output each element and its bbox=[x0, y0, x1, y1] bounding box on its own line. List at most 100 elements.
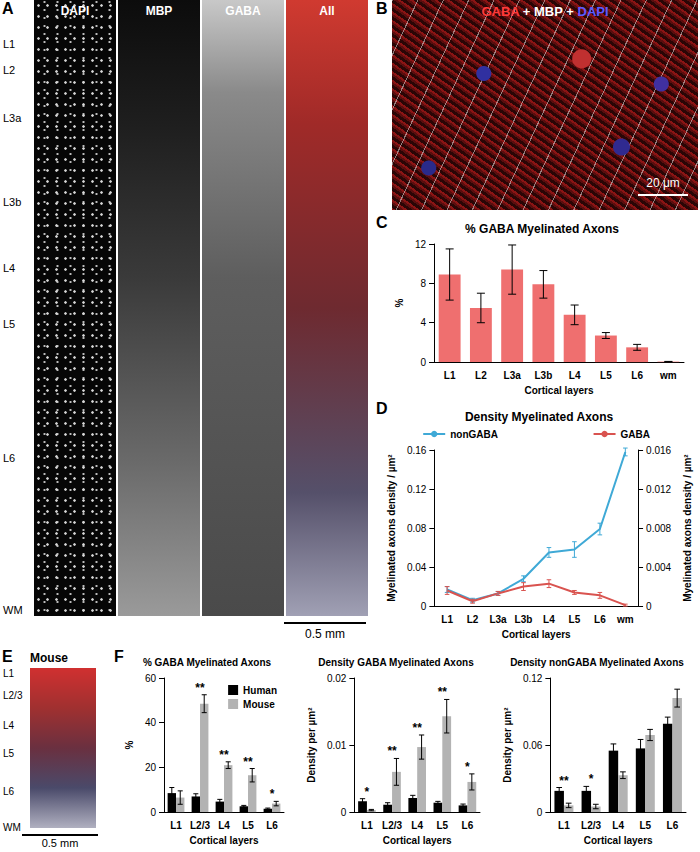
svg-text:0.04: 0.04 bbox=[407, 562, 427, 573]
svg-text:L2: L2 bbox=[475, 370, 487, 381]
svg-text:8: 8 bbox=[420, 278, 426, 289]
svg-text:0.16: 0.16 bbox=[407, 445, 427, 456]
svg-text:*: * bbox=[365, 785, 370, 799]
svg-text:Cortical layers: Cortical layers bbox=[383, 835, 452, 846]
svg-text:wm: wm bbox=[659, 370, 677, 381]
svg-text:Human: Human bbox=[243, 685, 277, 696]
svg-text:Density GABA Myelinated Axons: Density GABA Myelinated Axons bbox=[318, 657, 474, 668]
svg-text:L5: L5 bbox=[436, 820, 448, 831]
svg-text:L1: L1 bbox=[558, 820, 570, 831]
svg-text:L2/3: L2/3 bbox=[581, 820, 601, 831]
svg-text:0.12: 0.12 bbox=[523, 673, 543, 684]
svg-text:L4: L4 bbox=[218, 820, 230, 831]
svg-text:0: 0 bbox=[420, 357, 426, 368]
svg-text:L6: L6 bbox=[594, 614, 606, 625]
svg-text:L1: L1 bbox=[441, 614, 453, 625]
html-text:All: All bbox=[319, 4, 335, 18]
svg-text:**: ** bbox=[195, 681, 205, 695]
svg-text:L4: L4 bbox=[612, 820, 624, 831]
svg-text:%: % bbox=[124, 741, 135, 750]
svg-text:40: 40 bbox=[145, 717, 157, 728]
svg-text:Density per µm²: Density per µm² bbox=[502, 707, 513, 783]
svg-text:**: ** bbox=[219, 748, 229, 762]
svg-text:0.01: 0.01 bbox=[327, 740, 347, 751]
svg-text:wm: wm bbox=[616, 614, 634, 625]
html-text:Mouse: Mouse bbox=[30, 651, 68, 665]
html-text:GABA + MBP + DAPI: GABA + MBP + DAPI bbox=[481, 4, 609, 19]
svg-text:%: % bbox=[394, 299, 405, 308]
svg-text:12: 12 bbox=[415, 239, 427, 250]
svg-text:L5: L5 bbox=[600, 370, 612, 381]
html-text:L2: L2 bbox=[3, 64, 16, 76]
svg-text:L3b: L3b bbox=[534, 370, 552, 381]
svg-text:L3b: L3b bbox=[515, 614, 533, 625]
svg-text:L5: L5 bbox=[639, 820, 651, 831]
svg-text:*: * bbox=[270, 787, 275, 801]
svg-text:0.02: 0.02 bbox=[327, 673, 347, 684]
svg-text:**: ** bbox=[559, 774, 569, 788]
svg-text:0.004: 0.004 bbox=[646, 562, 671, 573]
svg-text:L6: L6 bbox=[462, 820, 474, 831]
svg-text:L1: L1 bbox=[361, 820, 373, 831]
svg-text:Density Myelinated Axons: Density Myelinated Axons bbox=[465, 410, 614, 424]
svg-text:L2/3: L2/3 bbox=[382, 820, 402, 831]
svg-text:0.12: 0.12 bbox=[407, 484, 427, 495]
svg-text:GABA: GABA bbox=[621, 429, 650, 440]
svg-text:0.06: 0.06 bbox=[523, 740, 543, 751]
html-text:B: B bbox=[376, 0, 388, 17]
svg-text:Density nonGABA Myelinated Axo: Density nonGABA Myelinated Axons bbox=[510, 657, 684, 668]
svg-text:0.012: 0.012 bbox=[646, 484, 671, 495]
svg-text:Myelinated axons density / µm²: Myelinated axons density / µm² bbox=[386, 454, 397, 602]
svg-text:L4: L4 bbox=[569, 370, 581, 381]
svg-text:Myelinated axons density / µm²: Myelinated axons density / µm² bbox=[682, 454, 693, 602]
svg-text:L3a: L3a bbox=[504, 370, 522, 381]
svg-text:60: 60 bbox=[145, 673, 157, 684]
svg-text:L6: L6 bbox=[631, 370, 643, 381]
svg-text:L6: L6 bbox=[266, 820, 278, 831]
svg-text:*: * bbox=[589, 772, 594, 786]
svg-text:20: 20 bbox=[145, 762, 157, 773]
svg-text:0.008: 0.008 bbox=[646, 523, 671, 534]
svg-text:0.016: 0.016 bbox=[646, 445, 671, 456]
html-text:L1: L1 bbox=[3, 38, 16, 50]
svg-text:4: 4 bbox=[420, 317, 426, 328]
svg-text:nonGABA: nonGABA bbox=[450, 429, 498, 440]
svg-text:L5: L5 bbox=[569, 614, 581, 625]
svg-text:Cortical layers: Cortical layers bbox=[584, 835, 653, 846]
svg-text:**: ** bbox=[438, 685, 448, 699]
svg-text:0: 0 bbox=[341, 807, 347, 818]
svg-text:L4: L4 bbox=[411, 820, 423, 831]
svg-text:0.08: 0.08 bbox=[407, 523, 427, 534]
svg-text:Mouse: Mouse bbox=[243, 699, 275, 710]
svg-text:L2: L2 bbox=[467, 614, 479, 625]
svg-text:*: * bbox=[465, 760, 470, 774]
svg-text:L6: L6 bbox=[667, 820, 679, 831]
svg-text:0: 0 bbox=[537, 807, 543, 818]
html-text:20 μm: 20 μm bbox=[646, 176, 680, 190]
html-text:D: D bbox=[376, 400, 388, 417]
svg-text:Cortical layers: Cortical layers bbox=[190, 835, 259, 846]
svg-text:L4: L4 bbox=[543, 614, 555, 625]
svg-text:% GABA Myelinated Axons: % GABA Myelinated Axons bbox=[465, 222, 619, 236]
svg-text:**: ** bbox=[387, 744, 397, 758]
svg-text:**: ** bbox=[243, 755, 253, 769]
svg-text:Density per µm²: Density per µm² bbox=[306, 707, 317, 783]
svg-text:L1: L1 bbox=[170, 820, 182, 831]
svg-text:L3a: L3a bbox=[489, 614, 507, 625]
svg-text:**: ** bbox=[413, 721, 423, 735]
svg-text:0: 0 bbox=[150, 807, 156, 818]
html-text:C: C bbox=[376, 214, 388, 231]
html-text:0.5 mm: 0.5 mm bbox=[305, 627, 345, 641]
svg-text:L2/3: L2/3 bbox=[190, 820, 210, 831]
svg-text:0: 0 bbox=[421, 601, 427, 612]
svg-text:0: 0 bbox=[646, 601, 652, 612]
svg-text:L1: L1 bbox=[444, 370, 456, 381]
svg-text:Cortical layers: Cortical layers bbox=[502, 629, 571, 640]
svg-text:Cortical layers: Cortical layers bbox=[525, 385, 594, 396]
html-text:DAPI: DAPI bbox=[60, 4, 90, 18]
html-text:GABA: GABA bbox=[225, 4, 261, 18]
svg-text:% GABA Myelinated Axons: % GABA Myelinated Axons bbox=[143, 657, 272, 668]
html-text:A: A bbox=[2, 0, 14, 17]
html-text:MBP: MBP bbox=[145, 4, 173, 18]
svg-text:L5: L5 bbox=[242, 820, 254, 831]
